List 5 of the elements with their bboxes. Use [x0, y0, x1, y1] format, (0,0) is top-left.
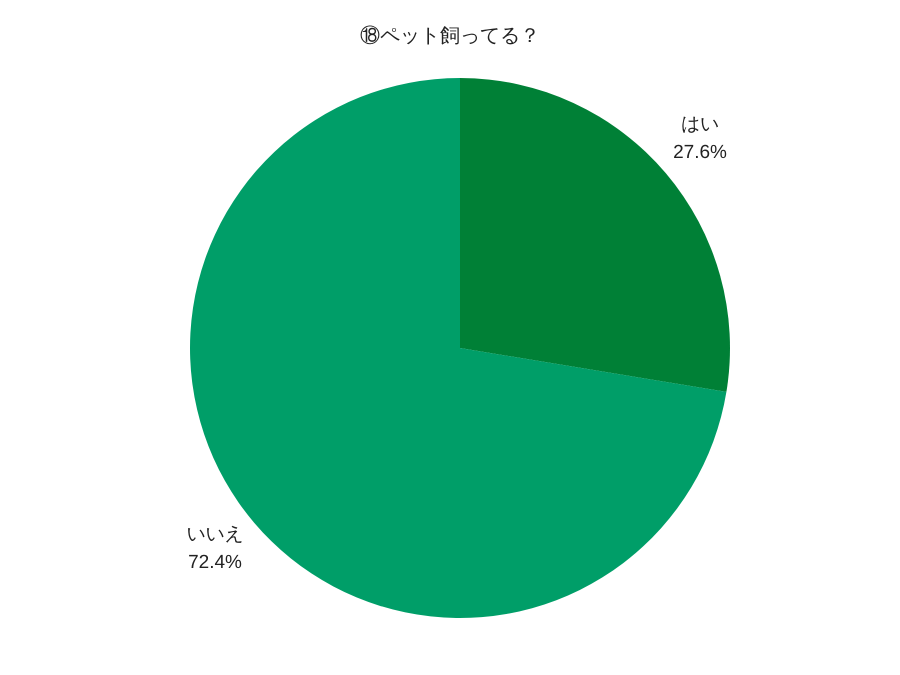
slice-label: はい	[681, 114, 719, 135]
data-label: 27.6%	[673, 142, 728, 163]
slice-label: いいえ	[186, 524, 244, 545]
chart-title: ⑱ペット飼ってる？	[360, 25, 540, 47]
data-label: 72.4%	[188, 552, 242, 573]
